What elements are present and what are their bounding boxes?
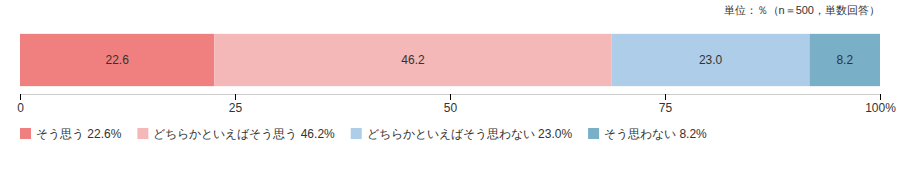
legend-item: そう思う 22.6% — [20, 127, 122, 141]
data-labels: 22.6 46.2 23.0 8.2 — [106, 53, 854, 67]
legend-label: どちらかといえばそう思わない 23.0% — [367, 127, 573, 141]
data-label: 8.2 — [836, 53, 853, 67]
x-tick-mark — [665, 94, 666, 100]
x-tick-label: 75 — [659, 101, 673, 115]
data-label: 23.0 — [699, 53, 723, 67]
legend: そう思う 22.6% どちらかといえばそう思う 46.2% どちらかといえばそう思わ… — [20, 127, 707, 141]
annotation: 単位：％（n＝500，単数回答） — [724, 4, 880, 16]
x-tick: 0 — [17, 94, 24, 115]
legend-item: そう思わない 8.2% — [588, 127, 707, 141]
legend-label: どちらかといえばそう思う 46.2% — [153, 127, 335, 141]
x-tick-label: 25 — [229, 101, 243, 115]
x-tick: 100% — [865, 94, 896, 115]
x-tick-mark — [235, 94, 236, 100]
x-tick: 75 — [659, 94, 673, 115]
x-tick: 25 — [229, 94, 243, 115]
legend-item: どちらかといえばそう思わない 23.0% — [351, 127, 573, 141]
x-tick: 50 — [444, 94, 458, 115]
x-axis: 0 25 50 75 100% — [17, 94, 896, 115]
x-tick-mark — [880, 94, 881, 100]
bar-segment — [612, 34, 810, 86]
x-tick-mark — [450, 94, 451, 100]
bar-segment — [20, 34, 214, 86]
legend-swatch — [137, 128, 148, 139]
x-tick-label: 100% — [865, 101, 896, 115]
legend-label: そう思う 22.6% — [36, 127, 122, 141]
data-label: 46.2 — [401, 53, 425, 67]
bar-segment — [809, 34, 880, 86]
legend-swatch — [351, 128, 362, 139]
x-tick-mark — [20, 94, 21, 100]
bar-segment — [214, 34, 611, 86]
data-label: 22.6 — [106, 53, 130, 67]
bars — [20, 34, 880, 86]
plot: 22.6 46.2 23.0 8.2 0 25 50 75 100% — [17, 34, 896, 115]
x-tick-label: 0 — [17, 101, 24, 115]
chart: 22.6 46.2 23.0 8.2 0 25 50 75 100% 単位：％（n＝500，単数回… — [0, 0, 910, 178]
legend-swatch — [20, 128, 31, 139]
legend-item: どちらかといえばそう思う 46.2% — [137, 127, 335, 141]
legend-swatch — [588, 128, 599, 139]
legend-label: そう思わない 8.2% — [604, 127, 707, 141]
x-tick-label: 50 — [444, 101, 458, 115]
